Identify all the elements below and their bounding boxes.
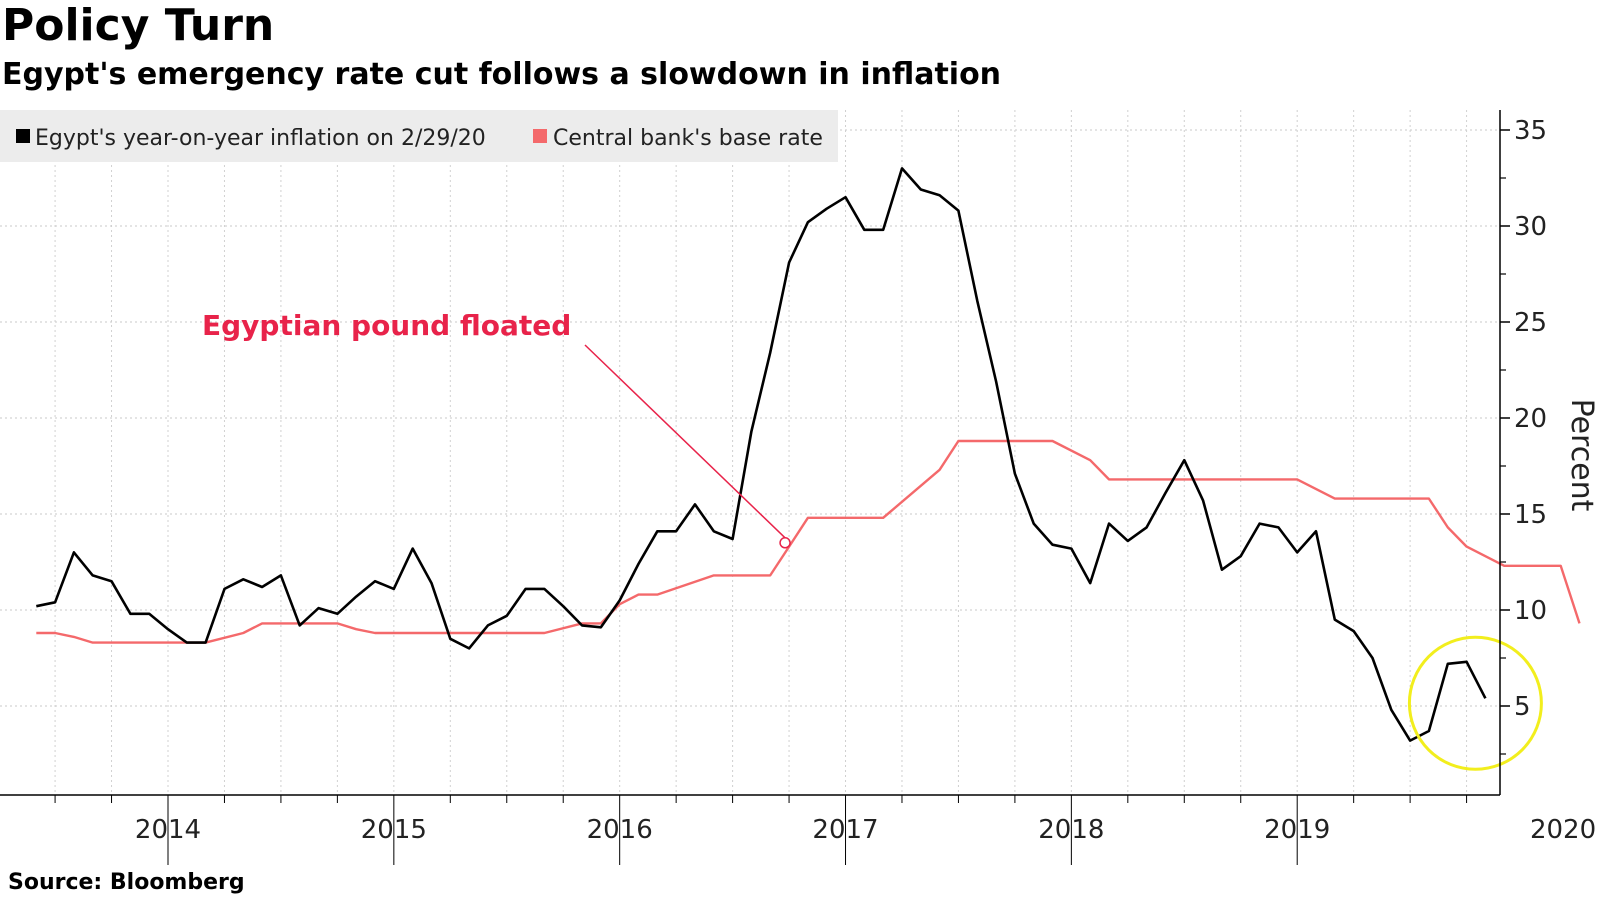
x-year-label: 2015 bbox=[361, 815, 427, 845]
y-tick-label: 20 bbox=[1514, 404, 1547, 434]
source-note: Source: Bloomberg bbox=[8, 870, 245, 895]
base-rate-line bbox=[36, 439, 1581, 644]
x-year-label: 2017 bbox=[812, 815, 878, 845]
annotation-marker bbox=[779, 537, 791, 549]
x-year-label: 2016 bbox=[587, 815, 653, 845]
y-tick-label: 5 bbox=[1514, 692, 1531, 722]
chart-title: Policy Turn bbox=[2, 0, 275, 51]
legend-entry-inflation: Egypt's year-on-year inflation on 2/29/2… bbox=[35, 126, 486, 151]
series-lines bbox=[36, 167, 1581, 742]
x-year-label: 2020 bbox=[1530, 815, 1596, 845]
grid-lines bbox=[0, 110, 1500, 795]
annotation-leader-line bbox=[584, 344, 786, 539]
inflation-line bbox=[36, 167, 1487, 742]
y-tick-label: 15 bbox=[1514, 500, 1547, 530]
x-year-label: 2019 bbox=[1264, 815, 1330, 845]
legend-swatch-base-rate bbox=[533, 129, 547, 143]
legend: Egypt's year-on-year inflation on 2/29/2… bbox=[0, 110, 838, 162]
annotation: Egyptian pound floated bbox=[202, 309, 791, 549]
legend-swatch-inflation bbox=[16, 129, 30, 143]
y-tick-label: 35 bbox=[1514, 116, 1547, 146]
chart-subtitle: Egypt's emergency rate cut follows a slo… bbox=[2, 57, 1002, 92]
x-year-label: 2018 bbox=[1038, 815, 1104, 845]
y-tick-label: 25 bbox=[1514, 308, 1547, 338]
annotation-label: Egyptian pound floated bbox=[202, 309, 571, 342]
highlight-circle bbox=[1407, 635, 1543, 771]
y-axis-label: Percent bbox=[1564, 399, 1599, 512]
y-tick-label: 30 bbox=[1514, 212, 1547, 242]
legend-entry-base-rate: Central bank's base rate bbox=[553, 126, 823, 151]
axes: 5 10 15 20 25 30 35 2014 2015 2016 2017 2018 2019 202… bbox=[0, 110, 1596, 865]
y-tick-label: 10 bbox=[1514, 596, 1547, 626]
legend-background bbox=[0, 110, 838, 162]
x-year-label: 2014 bbox=[135, 815, 201, 845]
